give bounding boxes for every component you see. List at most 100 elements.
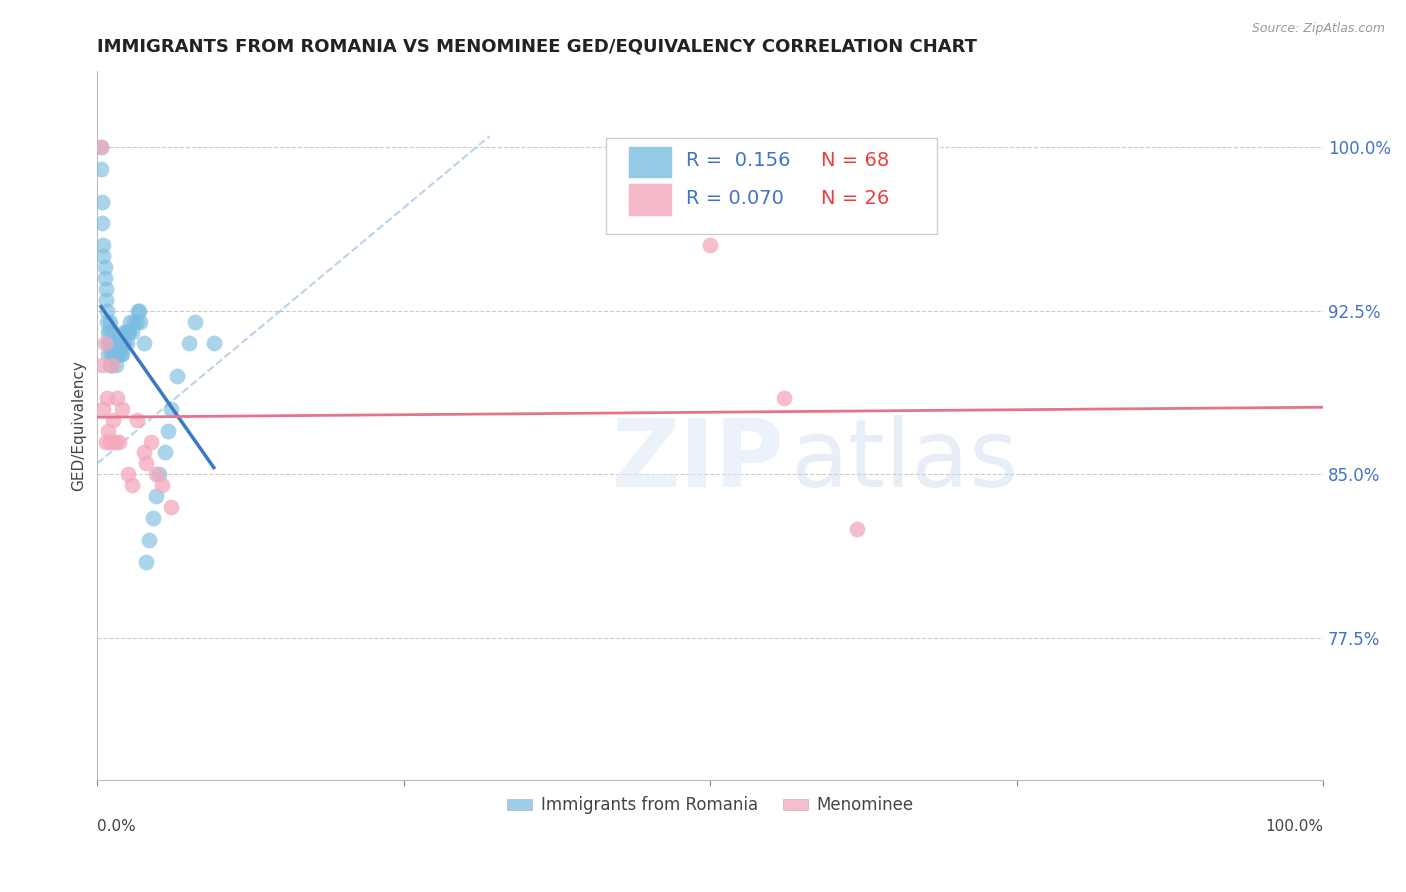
Point: [93, 238, 115, 252]
Point: [160, 401, 183, 416]
Point: [117, 467, 139, 482]
Point: [111, 347, 134, 361]
Y-axis label: GED/Equivalency: GED/Equivalency: [72, 359, 86, 491]
Point: [90, 161, 112, 176]
Point: [148, 467, 170, 482]
Point: [93, 401, 115, 416]
Point: [846, 522, 869, 536]
Point: [120, 315, 142, 329]
Text: R = 0.070: R = 0.070: [686, 189, 783, 208]
Point: [135, 456, 157, 470]
Point: [104, 347, 127, 361]
Point: [157, 424, 180, 438]
Legend: Immigrants from Romania, Menominee: Immigrants from Romania, Menominee: [501, 789, 920, 821]
Point: [184, 315, 207, 329]
Point: [108, 336, 131, 351]
Point: [138, 533, 160, 547]
Point: [118, 326, 141, 340]
Point: [93, 336, 115, 351]
Point: [94, 282, 117, 296]
Point: [96, 315, 118, 329]
Point: [103, 413, 125, 427]
Point: [97, 336, 120, 351]
Point: [100, 347, 122, 361]
FancyBboxPatch shape: [606, 138, 936, 234]
Point: [772, 391, 794, 405]
Point: [100, 358, 122, 372]
Point: [103, 347, 125, 361]
Point: [98, 358, 121, 372]
Point: [96, 303, 118, 318]
Point: [132, 445, 155, 459]
Point: [97, 326, 120, 340]
Point: [111, 401, 134, 416]
Point: [103, 336, 125, 351]
Point: [98, 336, 121, 351]
Point: [150, 478, 173, 492]
Point: [110, 347, 132, 361]
Point: [135, 554, 157, 568]
Point: [103, 336, 125, 351]
Point: [107, 347, 129, 361]
Point: [112, 336, 135, 351]
Point: [98, 434, 121, 449]
Point: [153, 445, 176, 459]
Point: [105, 391, 128, 405]
Point: [101, 326, 124, 340]
Point: [100, 336, 122, 351]
Point: [93, 271, 115, 285]
Point: [699, 238, 721, 252]
Point: [129, 315, 152, 329]
Point: [121, 478, 143, 492]
Point: [91, 358, 114, 372]
Point: [98, 315, 121, 329]
Point: [107, 336, 129, 351]
Text: 0.0%: 0.0%: [97, 819, 136, 834]
Point: [108, 347, 131, 361]
Point: [98, 326, 121, 340]
FancyBboxPatch shape: [628, 184, 672, 216]
FancyBboxPatch shape: [628, 146, 672, 178]
Point: [104, 358, 127, 372]
Point: [101, 358, 124, 372]
Text: N = 26: N = 26: [821, 189, 889, 208]
Text: Source: ZipAtlas.com: Source: ZipAtlas.com: [1251, 22, 1385, 36]
Point: [166, 369, 188, 384]
Point: [115, 336, 138, 351]
Point: [97, 424, 120, 438]
Point: [122, 315, 145, 329]
Point: [127, 303, 149, 318]
Point: [101, 336, 124, 351]
Point: [94, 293, 117, 307]
Point: [96, 391, 118, 405]
Point: [112, 336, 135, 351]
Point: [93, 249, 115, 263]
Text: atlas: atlas: [790, 415, 1018, 507]
Text: R =  0.156: R = 0.156: [686, 152, 790, 170]
Point: [108, 434, 131, 449]
Point: [114, 326, 136, 340]
Point: [112, 326, 135, 340]
Point: [91, 216, 114, 230]
Point: [103, 434, 125, 449]
Point: [128, 303, 150, 318]
Point: [179, 336, 201, 351]
Text: 100.0%: 100.0%: [1265, 819, 1323, 834]
Point: [111, 336, 134, 351]
Point: [202, 336, 225, 351]
Point: [145, 467, 167, 482]
Point: [105, 336, 128, 351]
Point: [91, 194, 114, 209]
Point: [117, 326, 139, 340]
Point: [160, 500, 183, 514]
Point: [125, 315, 148, 329]
Point: [93, 260, 115, 274]
Point: [141, 434, 163, 449]
Point: [103, 347, 125, 361]
Point: [110, 336, 132, 351]
Point: [104, 336, 127, 351]
Point: [132, 336, 155, 351]
Point: [94, 434, 117, 449]
Point: [145, 489, 167, 503]
Point: [90, 140, 112, 154]
